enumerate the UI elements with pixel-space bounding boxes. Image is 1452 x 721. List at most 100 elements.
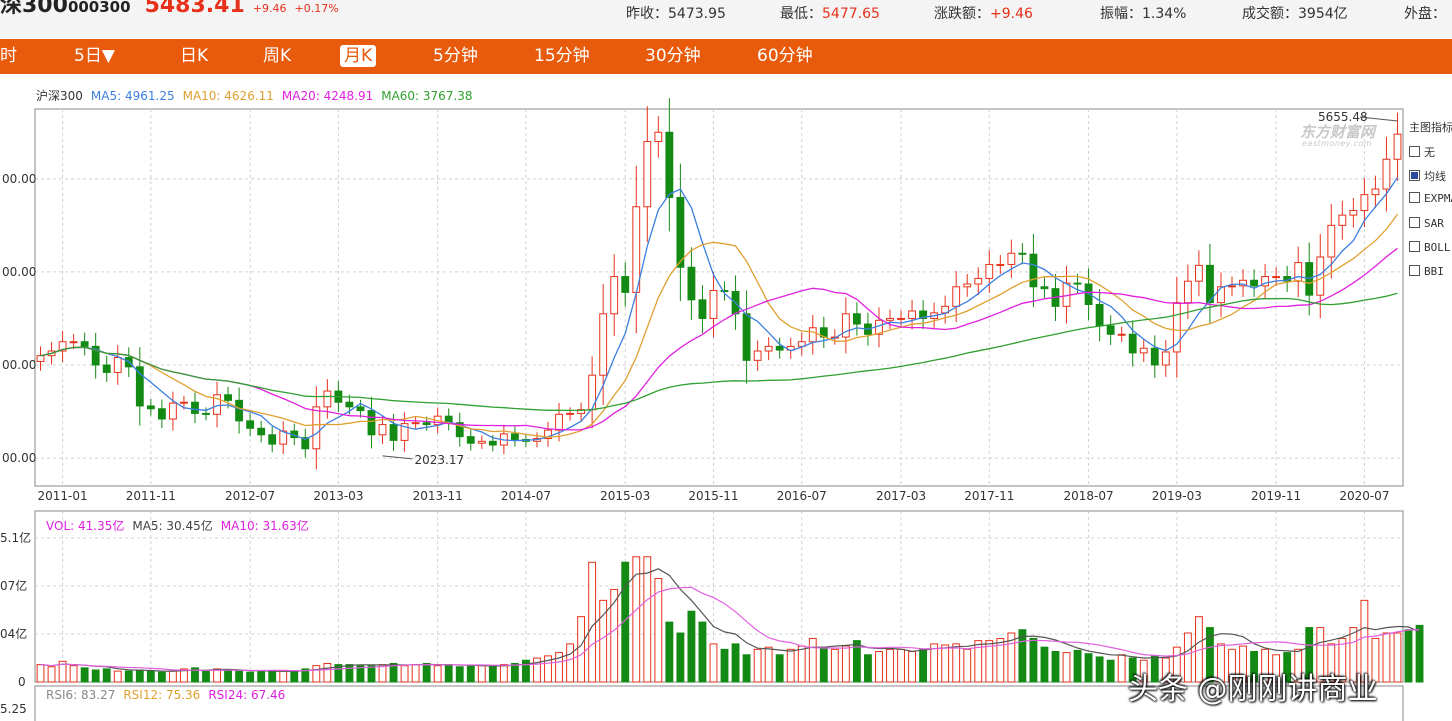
tab-5day[interactable]: 5日▼ [74, 46, 115, 66]
candle [477, 435, 486, 449]
eastmoney-logo: 东方财富网 eastmoney.com [1300, 123, 1376, 148]
volume-bar [930, 643, 939, 683]
candle [952, 271, 961, 323]
x-tick-label: 2016-07 [777, 489, 827, 503]
price-tick-label: 00.00 [2, 172, 36, 186]
candle-body [897, 317, 905, 320]
stat-outer: 外盘： [1404, 6, 1446, 22]
volume-bar [643, 556, 652, 683]
vol-legend: VOL: 41.35亿 MA5: 30.45亿 MA10: 31.63亿 [46, 517, 317, 534]
candle-body [235, 399, 244, 422]
tab-monthly-k[interactable]: 月K [340, 45, 377, 67]
candle-body [58, 341, 67, 352]
candle [1338, 200, 1347, 240]
volume-bar [1283, 652, 1292, 683]
candle-body [411, 422, 420, 425]
x-tick-label: 2011-01 [38, 489, 88, 503]
candle-body [1261, 276, 1270, 287]
stat-change: 涨跌额：+9.46 [934, 6, 1033, 22]
candle-body [1029, 253, 1038, 288]
checkbox-icon[interactable] [1409, 146, 1420, 157]
candle-body [301, 437, 310, 450]
volume-bar [908, 651, 916, 683]
candle-body [1128, 333, 1137, 354]
indicator-option-none[interactable]: 无 [1409, 144, 1435, 160]
volume-bar [1040, 646, 1049, 683]
candle [1194, 250, 1203, 297]
volume-bar [963, 648, 972, 683]
volume-bar [69, 665, 78, 683]
candle-body [422, 422, 431, 426]
checkbox-icon[interactable] [1409, 217, 1420, 228]
candle-body [1018, 252, 1027, 255]
candle-body [1327, 224, 1336, 258]
candle-body [345, 401, 354, 408]
candle [1294, 246, 1303, 298]
checkbox-checked-icon[interactable] [1409, 170, 1420, 181]
checkbox-icon[interactable] [1409, 192, 1420, 203]
checkbox-icon[interactable] [1409, 265, 1420, 276]
candle-body [566, 412, 574, 415]
candle-body [974, 277, 983, 285]
tab-daily-k[interactable]: 日K [180, 46, 209, 66]
tab-60min[interactable]: 60分钟 [757, 46, 813, 66]
volume-bar [875, 651, 883, 683]
volume-bar [676, 632, 685, 683]
candle-body [91, 345, 100, 366]
candle [720, 281, 729, 301]
volume-bar [1084, 653, 1093, 683]
indicator-option-boll[interactable]: BOLL [1409, 241, 1451, 254]
candle-body [1239, 279, 1247, 287]
candle-body [775, 345, 784, 351]
volume-bar [422, 662, 431, 683]
legend-rsi6: RSI6: 83.27 [46, 688, 116, 702]
legend-vol: VOL: 41.35亿 [46, 519, 125, 533]
candle [566, 407, 574, 421]
volume-bar [996, 637, 1005, 683]
tab-30min[interactable]: 30分钟 [645, 46, 701, 66]
stat-low: 最低：5477.65 [780, 6, 880, 22]
legend-rsi12: RSI12: 75.36 [123, 688, 201, 702]
volume-bar [400, 665, 409, 683]
indicator-option-ma[interactable]: 均线 [1409, 168, 1446, 184]
indicator-option-sar[interactable]: SAR [1409, 217, 1444, 230]
candle [698, 285, 707, 334]
candle-body [1040, 286, 1049, 290]
tab-5min[interactable]: 5分钟 [433, 46, 478, 66]
candle-body [135, 366, 144, 407]
volume-bar [665, 621, 674, 683]
indicator-option-expma[interactable]: EXPMA [1409, 192, 1452, 205]
annotation-arrow [1359, 116, 1398, 122]
tab-intraday[interactable]: 时 [0, 46, 17, 66]
tab-15min[interactable]: 15分钟 [534, 46, 590, 66]
volume-bar [180, 668, 188, 683]
checkbox-icon[interactable] [1409, 241, 1420, 252]
candle [577, 402, 586, 421]
volume-bar [753, 648, 762, 683]
volume-tick-label: 0 [18, 675, 26, 689]
candle-body [996, 263, 1005, 266]
volume-bar [455, 666, 464, 683]
volume-bar [411, 664, 420, 683]
candle [168, 391, 177, 431]
candle [886, 309, 894, 330]
volume-bar [466, 665, 475, 683]
candle [455, 412, 464, 447]
volume-bar [367, 665, 376, 683]
volume-bar [1338, 637, 1347, 683]
candle [963, 274, 972, 297]
candle-body [687, 266, 696, 301]
legend-rsi24: RSI24: 67.46 [208, 688, 286, 702]
volume-bar [1051, 651, 1060, 683]
tab-weekly-k[interactable]: 周K [263, 46, 292, 66]
volume-bar [654, 578, 663, 683]
volume-bar [886, 648, 894, 683]
volume-bar [808, 637, 817, 683]
volume-bar [985, 640, 994, 683]
stat-amplitude: 振幅：1.34% [1100, 6, 1187, 22]
indicator-option-bbi[interactable]: BBI [1409, 265, 1444, 278]
candle-body [1139, 347, 1148, 354]
candle [985, 250, 994, 293]
volume-bar [1095, 656, 1104, 683]
